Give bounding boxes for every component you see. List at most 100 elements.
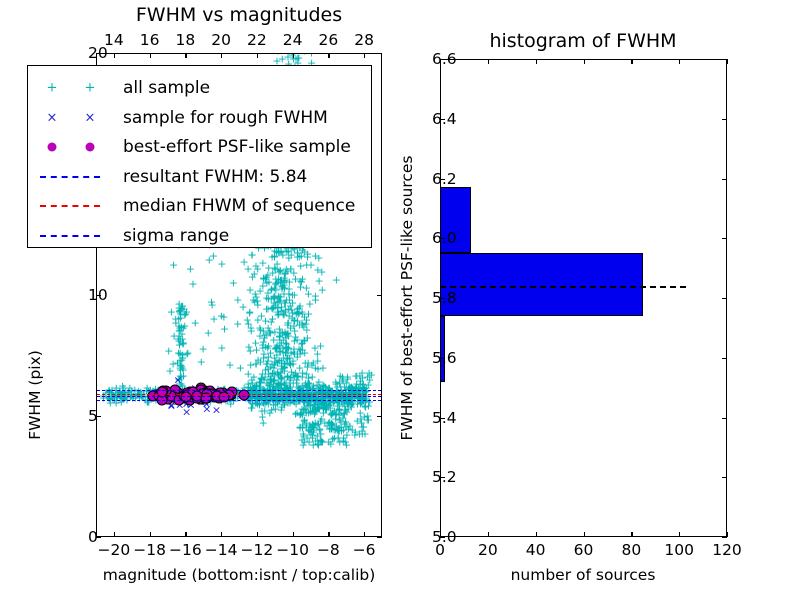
- data-point: +: [117, 392, 128, 406]
- data-point: +: [282, 293, 292, 307]
- data-point: +: [282, 382, 293, 396]
- data-point: +: [174, 334, 184, 348]
- data-point: +: [254, 375, 265, 389]
- data-point: +: [297, 307, 307, 321]
- data-point: +: [327, 385, 337, 399]
- axis-tick: [328, 53, 330, 58]
- data-point: +: [302, 250, 313, 264]
- data-point: +: [314, 274, 324, 288]
- data-point: +: [258, 396, 268, 410]
- data-point: +: [270, 289, 280, 303]
- data-point: +: [117, 389, 128, 403]
- data-point: +: [217, 341, 227, 355]
- rough-fwhm-point: ×: [186, 398, 196, 412]
- data-point: +: [176, 320, 186, 334]
- data-point: +: [273, 292, 283, 306]
- data-point: +: [272, 348, 282, 362]
- data-point: +: [320, 416, 330, 430]
- data-point: +: [292, 369, 302, 383]
- data-point: +: [278, 391, 288, 405]
- data-point: +: [265, 372, 275, 386]
- data-point: +: [246, 401, 256, 415]
- data-point: +: [298, 391, 308, 405]
- legend-label: sample for rough FWHM: [123, 107, 328, 128]
- data-point: +: [295, 241, 305, 255]
- data-point: +: [353, 391, 363, 405]
- data-point: +: [279, 276, 289, 290]
- data-point: +: [308, 381, 318, 395]
- data-point: +: [248, 397, 258, 411]
- data-point: +: [313, 362, 323, 376]
- data-point: +: [318, 401, 328, 415]
- data-point: +: [280, 386, 290, 400]
- data-point: +: [270, 383, 280, 397]
- data-point: +: [261, 357, 271, 371]
- data-point: +: [229, 394, 239, 408]
- data-point: +: [284, 59, 293, 70]
- data-point: +: [299, 310, 310, 324]
- data-point: +: [276, 382, 286, 396]
- data-point: +: [264, 367, 274, 381]
- data-point: +: [334, 385, 344, 399]
- data-point: +: [280, 325, 290, 339]
- data-point: +: [272, 245, 282, 259]
- data-point: +: [284, 329, 294, 343]
- data-point: +: [310, 289, 320, 303]
- data-point: +: [273, 295, 283, 309]
- data-point: +: [283, 369, 293, 383]
- data-point: +: [274, 387, 284, 401]
- data-point: +: [316, 382, 326, 396]
- data-point: +: [293, 246, 303, 260]
- data-point: +: [175, 346, 185, 360]
- data-point: +: [307, 431, 318, 445]
- data-point: +: [318, 435, 328, 449]
- data-point: +: [268, 393, 278, 407]
- data-point: +: [322, 388, 332, 402]
- data-point: +: [262, 276, 272, 290]
- data-point: +: [276, 392, 286, 406]
- axis-tick: [679, 532, 681, 537]
- data-point: +: [344, 392, 354, 406]
- x-tick-label: 20: [477, 541, 498, 559]
- data-point: +: [256, 384, 266, 398]
- data-point: +: [283, 393, 293, 407]
- data-point: +: [259, 331, 269, 345]
- data-point: +: [198, 342, 208, 356]
- data-point: +: [281, 376, 291, 390]
- axis-tick: [440, 59, 442, 64]
- data-point: +: [256, 389, 266, 403]
- data-point: +: [179, 302, 189, 316]
- axis-tick: [364, 532, 366, 537]
- data-point: +: [268, 387, 278, 401]
- data-point: +: [350, 388, 360, 402]
- data-point: +: [283, 386, 293, 400]
- legend-label: best-effort PSF-like sample: [123, 137, 351, 157]
- data-point: +: [279, 360, 290, 374]
- data-point: +: [265, 360, 275, 374]
- data-point: +: [312, 418, 322, 432]
- data-point: +: [296, 249, 306, 263]
- data-point: +: [269, 290, 279, 304]
- data-point: +: [273, 379, 283, 393]
- data-point: +: [319, 400, 329, 414]
- data-point: +: [327, 422, 337, 436]
- data-point: +: [335, 387, 345, 401]
- data-point: +: [317, 395, 328, 409]
- data-point: +: [239, 255, 249, 269]
- data-point: +: [272, 276, 282, 290]
- data-point: +: [269, 296, 279, 310]
- data-point: +: [327, 418, 337, 432]
- data-point: +: [244, 384, 254, 398]
- data-point: +: [273, 301, 283, 315]
- data-point: +: [321, 403, 332, 417]
- data-point: +: [324, 435, 334, 449]
- data-point: +: [276, 294, 286, 308]
- data-point: +: [128, 391, 138, 405]
- data-point: +: [313, 438, 324, 452]
- data-point: +: [336, 420, 346, 434]
- data-point: +: [239, 381, 249, 395]
- data-point: +: [289, 319, 299, 333]
- data-point: +: [263, 341, 273, 355]
- data-point: +: [334, 408, 344, 422]
- data-point: +: [246, 358, 256, 371]
